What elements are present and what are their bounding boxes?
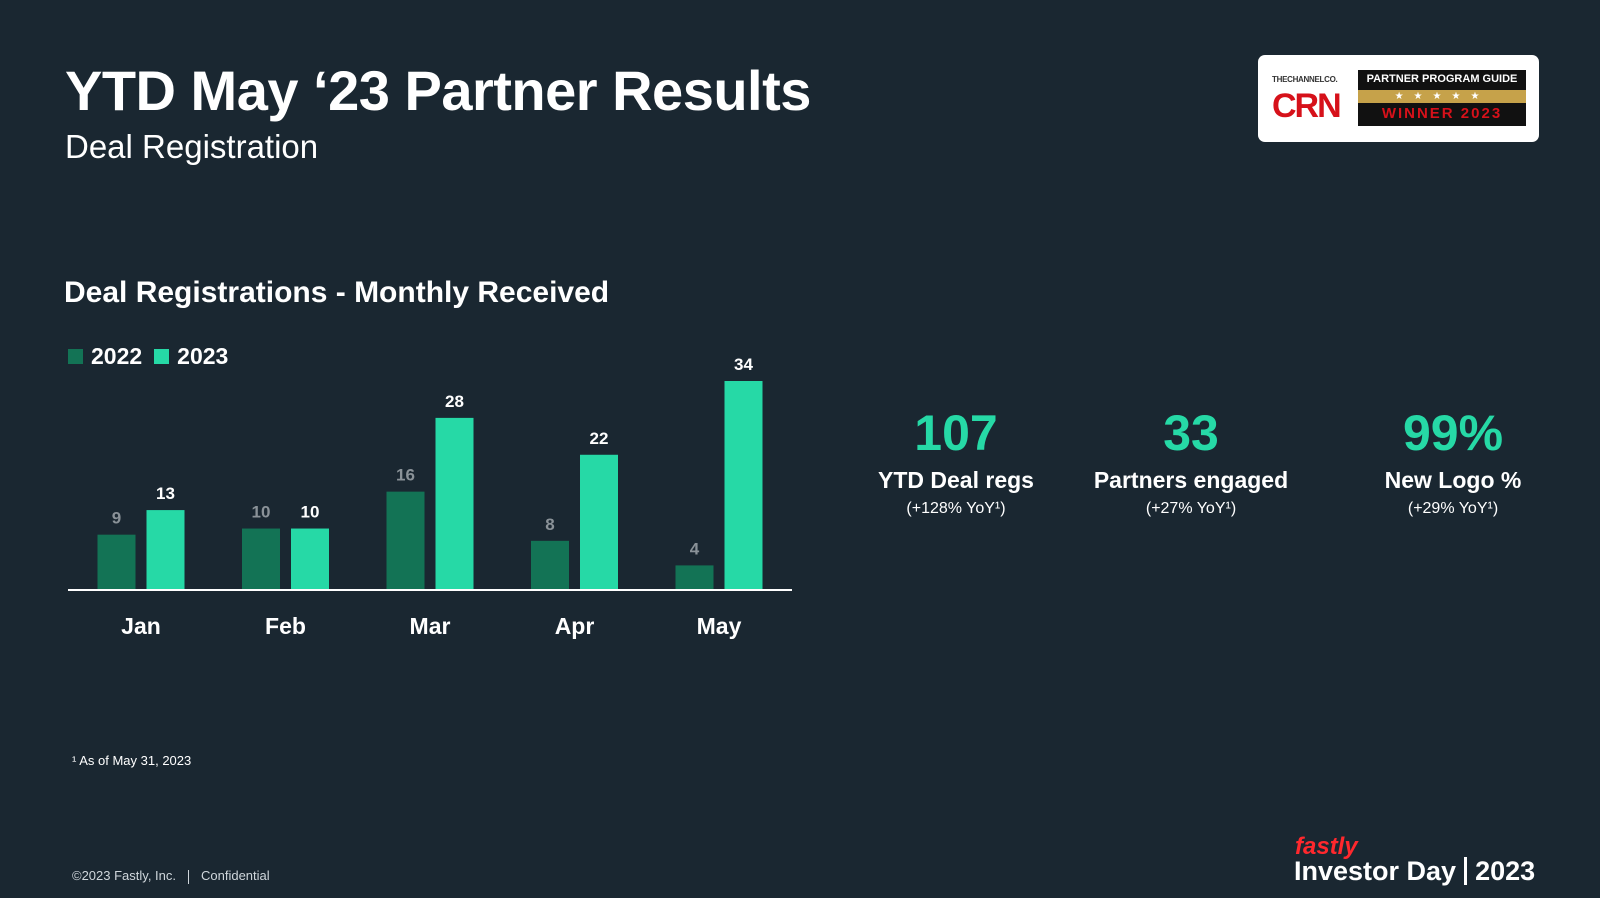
data-label-2022-may: 4 (690, 539, 700, 558)
stat-value: 99% (1402, 405, 1504, 461)
legend-swatch-2022 (68, 349, 83, 364)
legend-label-2022: 2022 (91, 343, 143, 369)
x-tick-label-jan: Jan (121, 613, 161, 639)
footer: ©2023 Fastly, Inc. Confidential (72, 868, 270, 884)
bar-2022-may (675, 565, 714, 590)
legend-item-2023: 2023 (154, 343, 228, 370)
data-label-2022-apr: 8 (545, 515, 554, 534)
data-label-2022-jan: 9 (112, 509, 121, 528)
stat-sub: (+27% YoY¹) (1145, 500, 1237, 517)
event-year: 2023 (1475, 856, 1536, 886)
bar-2023-jan (146, 510, 185, 590)
stat-sub: (+128% YoY¹) (906, 500, 1006, 517)
page-subtitle: Deal Registration (65, 128, 319, 165)
event-title: Investor Day 2023 (1294, 856, 1535, 887)
stat-ytd-deal-regs: 107 YTD Deal regs (+128% YoY¹) (836, 405, 1076, 518)
data-label-2023-apr: 22 (590, 429, 609, 448)
deal-registrations-chart: 9 13 Jan 10 10 Feb 16 28 Mar 8 22 Apr 4 34 May (68, 355, 792, 639)
page-title: YTD May ‘23 Partner Results (65, 59, 811, 122)
data-label-2023-feb: 10 (301, 503, 320, 522)
event-name: Investor Day (1294, 856, 1457, 886)
bar-2023-apr (580, 454, 618, 590)
bar-2022-mar (386, 491, 425, 590)
stat-label: New Logo % (1384, 467, 1522, 493)
bar-2022-feb (242, 528, 280, 590)
footnote: ¹ As of May 31, 2023 (72, 753, 192, 768)
fastly-logo: fastly (1295, 833, 1358, 860)
stat-label: Partners engaged (1093, 467, 1289, 493)
x-tick-label-mar: Mar (410, 613, 451, 639)
x-tick-label-may: May (697, 613, 742, 639)
footer-copyright: ©2023 Fastly, Inc. (72, 868, 176, 883)
footer-divider (188, 869, 189, 884)
bar-2023-may (724, 381, 763, 590)
stat-value: 33 (1163, 405, 1219, 461)
badge-award-panel: PARTNER PROGRAM GUIDE ★★★★★ WINNER 2023 (1358, 70, 1526, 126)
badge-program-text: PARTNER PROGRAM GUIDE (1366, 73, 1518, 85)
stat-value: 107 (914, 405, 998, 461)
chart-title: Deal Registrations - Monthly Received (64, 276, 610, 309)
stat-new-logo: 99% New Logo % (+29% YoY¹) (1333, 405, 1573, 518)
stat-sub: (+29% YoY¹) (1407, 500, 1499, 517)
bar-2022-apr (531, 540, 569, 590)
badge-stars-icon: ★★★★★ (1358, 90, 1526, 103)
footer-confidential: Confidential (201, 868, 270, 883)
bar-2023-mar (435, 417, 474, 590)
legend-label-2023: 2023 (177, 343, 229, 369)
data-label-2023-may: 34 (734, 355, 753, 374)
bar-2022-jan (97, 534, 136, 590)
legend-swatch-2023 (154, 349, 170, 364)
chart-legend: 2022 2023 (68, 343, 240, 370)
badge-crn-text: CRN (1272, 87, 1342, 125)
badge-channel-text: THECHANNELCO. (1272, 75, 1338, 84)
event-divider (1464, 857, 1468, 885)
legend-item-2022: 2022 (68, 343, 142, 370)
badge-winner-text: WINNER 2023 (1381, 105, 1503, 122)
crn-logo: THECHANNELCO. CRN (1272, 69, 1354, 127)
stat-partners-engaged: 33 Partners engaged (+27% YoY¹) (1071, 405, 1311, 518)
x-tick-label-apr: Apr (555, 613, 595, 639)
data-label-2022-mar: 16 (396, 466, 415, 485)
stat-label: YTD Deal regs (878, 467, 1034, 493)
bar-2023-feb (291, 528, 329, 590)
data-label-2022-feb: 10 (252, 503, 271, 522)
data-label-2023-mar: 28 (445, 392, 464, 411)
data-label-2023-jan: 13 (156, 484, 175, 503)
crn-award-badge: THECHANNELCO. CRN PARTNER PROGRAM GUIDE … (1258, 55, 1539, 142)
x-tick-label-feb: Feb (265, 613, 306, 639)
